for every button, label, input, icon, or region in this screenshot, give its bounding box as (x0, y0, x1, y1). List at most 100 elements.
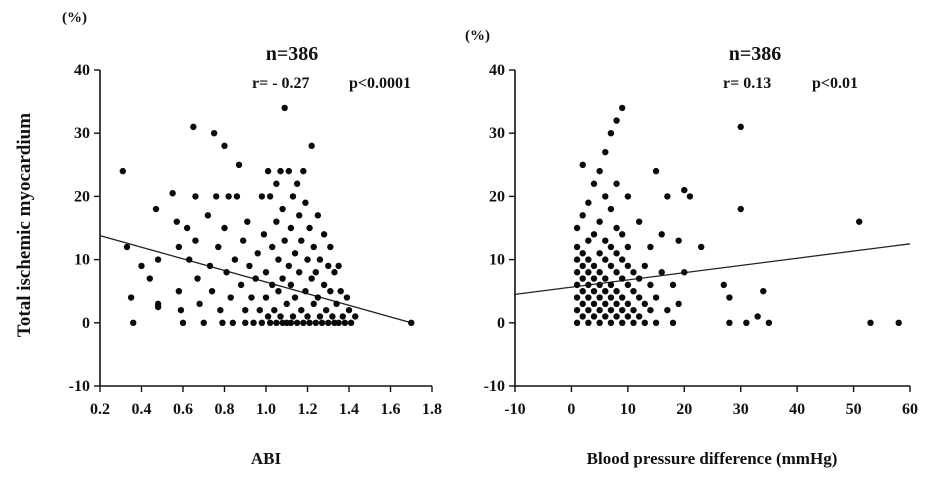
x-tick-label: 0.4 (132, 401, 152, 418)
x-tick-label: 0.2 (90, 401, 110, 418)
x-axis-title: ABI (251, 449, 282, 468)
data-point (200, 319, 207, 326)
data-point (318, 319, 326, 326)
data-point (613, 300, 620, 308)
data-point (316, 256, 324, 263)
data-point (619, 256, 626, 263)
data-point (339, 313, 346, 320)
x-tick-label: 1.8 (422, 401, 442, 418)
y-tick-label: 40 (74, 62, 90, 79)
data-point (607, 262, 615, 270)
r-label: r= 0.13 (723, 75, 771, 92)
data-point (573, 281, 581, 289)
data-point (127, 294, 135, 301)
data-point (264, 313, 272, 320)
data-point (596, 306, 603, 314)
data-point (602, 193, 609, 200)
data-point (281, 104, 288, 112)
data-point (192, 193, 199, 200)
data-point (215, 243, 222, 251)
chart-panel-bp-difference: -10 0 10 20 30 40 -10 0 10 20 30 40 50 60 n=386 r= 0.13… (465, 28, 918, 468)
x-tick-label: 0.6 (173, 401, 193, 418)
data-point (343, 294, 351, 301)
data-point (269, 281, 276, 289)
data-point (590, 313, 598, 320)
data-point (296, 212, 303, 219)
x-tick-label: 40 (789, 401, 805, 418)
data-point (596, 167, 603, 175)
data-point (585, 319, 592, 326)
data-point (602, 288, 609, 295)
data-point (194, 275, 201, 282)
data-point (726, 319, 733, 326)
data-point (293, 319, 301, 326)
data-point (619, 231, 626, 238)
data-point (287, 319, 295, 326)
x-tick-label: 50 (846, 401, 862, 418)
data-point (664, 193, 671, 200)
data-point (289, 193, 297, 200)
data-point (266, 319, 274, 326)
data-point (341, 319, 349, 326)
data-point (607, 306, 615, 314)
data-point (652, 167, 660, 175)
data-point (630, 269, 637, 276)
data-point (765, 319, 773, 326)
data-point (291, 250, 299, 257)
data-point (624, 193, 632, 200)
data-point (619, 104, 626, 112)
data-point (233, 193, 241, 200)
data-point (613, 269, 620, 276)
data-point (308, 142, 315, 150)
data-point (607, 243, 615, 251)
y-tick-label: 30 (74, 125, 90, 142)
data-point (287, 281, 295, 289)
data-point (607, 319, 615, 326)
data-point (669, 281, 677, 289)
data-point (210, 130, 218, 137)
data-point (681, 186, 688, 194)
data-point (146, 275, 153, 282)
data-point (302, 199, 309, 206)
data-point (244, 218, 251, 225)
data-point (208, 288, 216, 295)
data-point (619, 319, 626, 326)
data-point (602, 148, 609, 156)
data-point (266, 193, 274, 200)
data-point (596, 218, 603, 225)
data-point (248, 294, 255, 301)
data-point (179, 319, 187, 326)
data-point (585, 237, 592, 244)
data-point (624, 313, 632, 320)
data-point (229, 319, 236, 326)
y-unit-label: (%) (465, 28, 490, 44)
data-point (737, 123, 744, 131)
data-point (239, 237, 247, 244)
data-point (260, 231, 268, 238)
data-point (296, 269, 303, 276)
data-point (573, 319, 581, 326)
data-point (590, 300, 598, 308)
data-point (237, 281, 245, 289)
data-point (175, 288, 183, 295)
data-point (279, 275, 286, 282)
data-point (596, 250, 603, 257)
data-point (641, 300, 648, 308)
data-point (262, 294, 270, 301)
y-tick-label: -10 (69, 378, 90, 395)
data-point (596, 269, 603, 276)
data-point (138, 262, 145, 270)
data-point (345, 306, 353, 314)
data-point (335, 262, 342, 270)
data-point (206, 262, 214, 270)
p-label: p<0.01 (812, 75, 858, 92)
data-point (235, 161, 243, 168)
data-point (602, 237, 609, 244)
x-tick-label: 0.8 (215, 401, 235, 418)
data-point (314, 294, 322, 301)
data-point (306, 319, 313, 326)
x-tick-label: 60 (902, 401, 918, 418)
data-point (227, 294, 234, 301)
data-point (641, 319, 648, 326)
